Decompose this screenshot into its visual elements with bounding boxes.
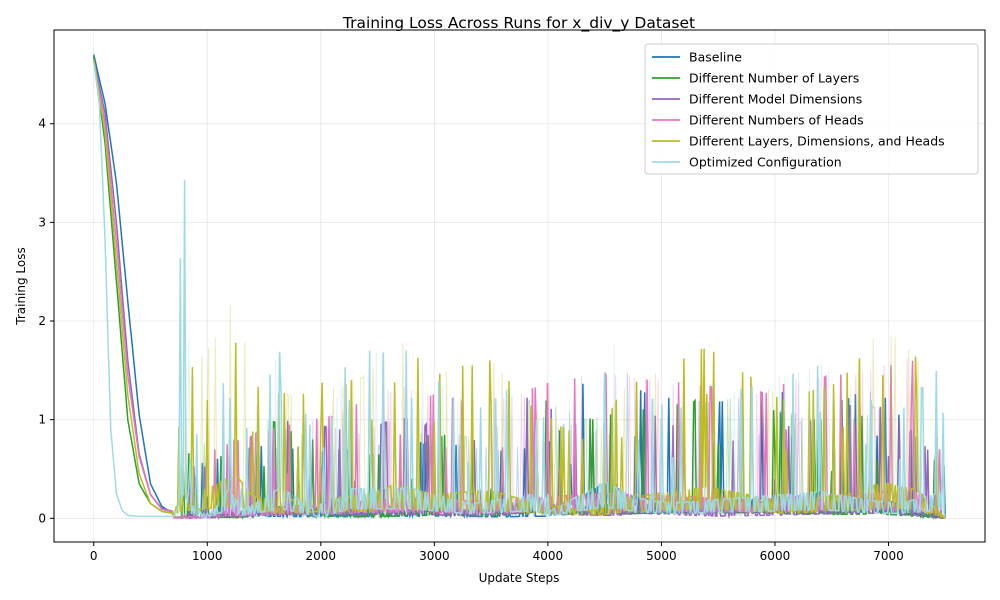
axis-ticks: 0 1000 2000 3000 4000 5000 6000 7000 0 1 2 3 4 <box>38 117 903 563</box>
y-axis-title: Training Loss <box>14 247 28 325</box>
legend-label: Optimized Configuration <box>689 155 842 170</box>
y-tick-label: 4 <box>38 117 46 131</box>
legend-label: Different Layers, Dimensions, and Heads <box>689 134 945 149</box>
legend-box <box>644 43 979 175</box>
series-lines <box>92 54 947 520</box>
series-line <box>92 59 946 519</box>
series-line <box>92 62 946 519</box>
legend-label: Baseline <box>689 50 742 65</box>
x-tick-label: 1000 <box>192 549 223 563</box>
x-tick-label: 0 <box>90 549 98 563</box>
legend-label: Different Number of Layers <box>689 71 859 86</box>
x-tick-label: 6000 <box>760 549 791 563</box>
y-tick-label: 3 <box>38 215 46 229</box>
legend: Baseline Different Number of Layers Differ… <box>644 43 979 175</box>
x-axis-title: Update Steps <box>479 571 560 585</box>
y-tick-label: 2 <box>38 314 46 328</box>
x-tick-label: 5000 <box>646 549 677 563</box>
y-tick-label: 0 <box>38 511 46 525</box>
plot-frame <box>53 29 986 543</box>
legend-label: Different Model Dimensions <box>689 92 862 107</box>
x-tick-label: 4000 <box>533 549 564 563</box>
legend-label: Different Numbers of Heads <box>689 113 864 128</box>
x-tick-label: 2000 <box>306 549 337 563</box>
x-tick-label: 7000 <box>873 549 904 563</box>
y-tick-label: 1 <box>38 413 46 427</box>
x-tick-label: 3000 <box>419 549 450 563</box>
chart-title: Training Loss Across Runs for x_div_y Da… <box>342 14 695 33</box>
